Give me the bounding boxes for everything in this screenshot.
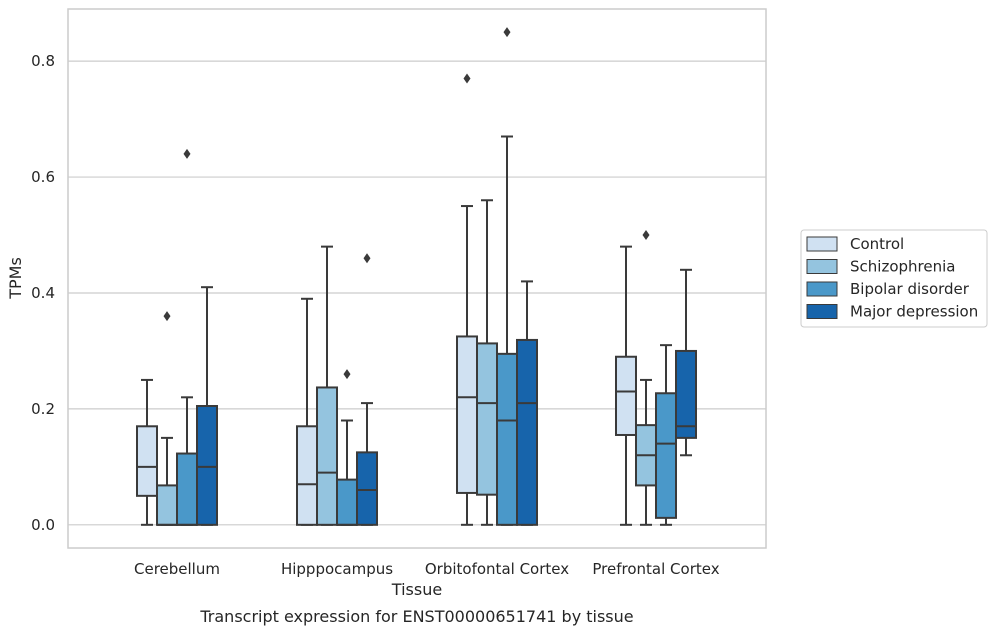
x-axis-title: Tissue [391, 580, 442, 599]
legend-swatch [806, 259, 838, 274]
legend-frame [800, 229, 988, 328]
x-tick-label: Prefrontal Cortex [592, 560, 719, 578]
outlier-point [183, 148, 191, 159]
x-tick-label: Hipppocampus [281, 560, 393, 578]
x-tick-labels: Cerebellum Hipppocampus Orbitofontal Corte… [134, 560, 720, 578]
plot-frame [67, 8, 767, 549]
box-body [136, 425, 158, 497]
y-tick-label: 0.2 [31, 400, 55, 418]
box-body [655, 392, 677, 519]
box-body [496, 352, 518, 526]
legend-items: Control Schizophrenia Bipolar disorder Majo… [806, 235, 978, 321]
box-bipolar-disorder [655, 344, 677, 526]
box-body [336, 478, 358, 526]
x-tick-label: Cerebellum [134, 560, 220, 578]
box-body [356, 451, 378, 526]
box-body [456, 335, 478, 494]
y-tick-label: 0.4 [31, 284, 55, 302]
box-body [296, 425, 318, 526]
y-tick-labels: 0.0 0.2 0.4 0.6 0.8 [31, 52, 55, 534]
box-body [476, 342, 498, 496]
y-axis-title: TPMs [6, 257, 25, 300]
box-body [516, 338, 538, 526]
y-tick-label: 0.0 [31, 516, 55, 534]
box-bipolar-disorder [176, 148, 198, 526]
box-major-depression [196, 286, 218, 526]
outlier-point [363, 253, 371, 264]
box-body [156, 484, 178, 526]
y-tick-label: 0.8 [31, 52, 55, 70]
box-control [456, 73, 478, 526]
box-body [675, 349, 697, 439]
box-control [615, 245, 637, 526]
box-major-depression [516, 280, 538, 526]
box-bipolar-disorder [336, 369, 358, 526]
box-schizophrenia [476, 199, 498, 526]
box-body [196, 405, 218, 526]
legend: Control Schizophrenia Bipolar disorder Majo… [800, 229, 988, 328]
legend-label: Schizophrenia [850, 258, 955, 276]
box-major-depression [356, 253, 378, 526]
legend-swatch [806, 281, 838, 297]
outlier-point [163, 311, 171, 322]
box-schizophrenia [635, 230, 657, 526]
outlier-point [642, 230, 650, 241]
legend-swatch [806, 304, 838, 319]
box-body [316, 386, 338, 526]
legend-swatch [806, 236, 838, 252]
box-control [136, 378, 158, 526]
outlier-point [343, 369, 351, 380]
y-tick-label: 0.6 [31, 168, 55, 186]
legend-label: Major depression [850, 303, 978, 321]
box-bipolar-disorder [496, 27, 518, 526]
outlier-point [463, 73, 471, 84]
box-major-depression [675, 268, 697, 457]
x-tick-label: Orbitofontal Cortex [425, 560, 569, 578]
legend-label: Control [850, 235, 904, 253]
box-series [136, 27, 697, 526]
box-body [176, 452, 198, 526]
box-control [296, 297, 318, 526]
box-schizophrenia [156, 311, 178, 526]
chart-caption: Transcript expression for ENST0000065174… [199, 607, 633, 626]
outlier-point [503, 27, 511, 38]
box-body [615, 355, 637, 436]
box-schizophrenia [316, 245, 338, 526]
legend-label: Bipolar disorder [850, 280, 970, 298]
